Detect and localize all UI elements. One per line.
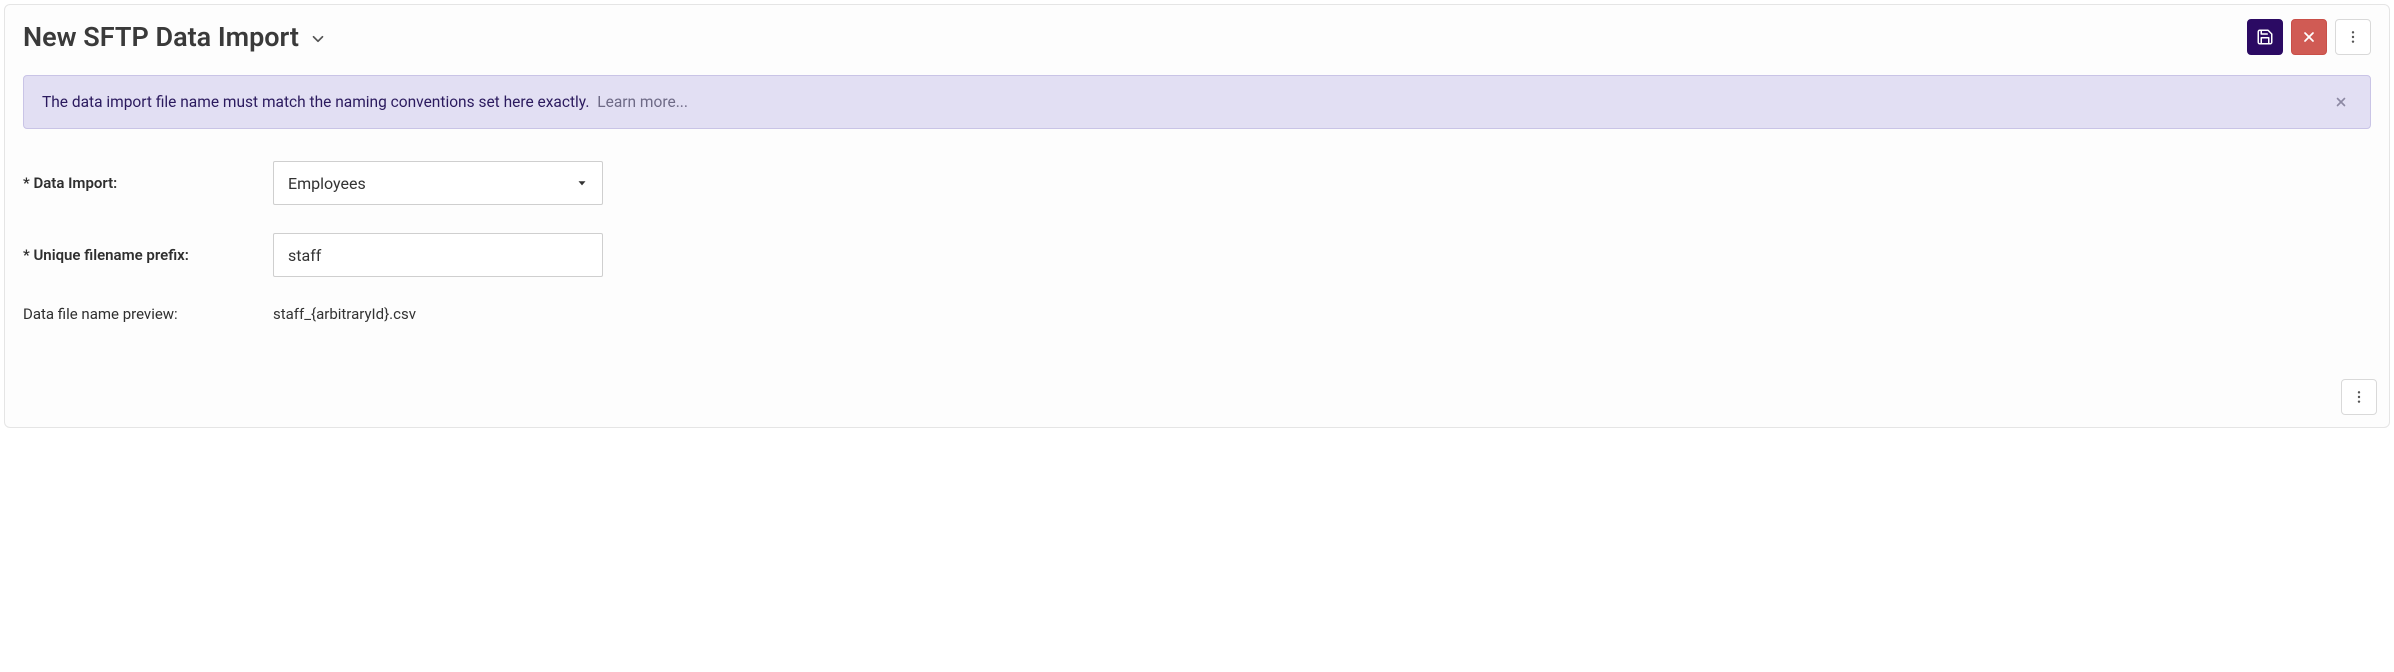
data-import-label: * Data Import: <box>23 174 273 192</box>
prefix-input[interactable] <box>273 233 603 277</box>
cancel-button[interactable] <box>2291 19 2327 55</box>
save-button[interactable] <box>2247 19 2283 55</box>
page-title: New SFTP Data Import <box>23 21 299 53</box>
chevron-down-icon <box>309 30 327 48</box>
title-dropdown[interactable]: New SFTP Data Import <box>23 21 327 53</box>
close-icon <box>2301 29 2317 45</box>
prefix-row: * Unique filename prefix: <box>23 233 2371 277</box>
prefix-label: * Unique filename prefix: <box>23 246 273 264</box>
bottom-more-menu-button[interactable] <box>2341 379 2377 415</box>
info-banner-message: The data import file name must match the… <box>42 93 589 111</box>
more-menu-button[interactable] <box>2335 19 2371 55</box>
save-icon <box>2256 28 2274 46</box>
info-banner-content: The data import file name must match the… <box>42 93 688 111</box>
learn-more-link[interactable]: Learn more... <box>597 93 688 111</box>
preview-label: Data file name preview: <box>23 305 273 323</box>
close-icon <box>2334 95 2348 109</box>
data-import-select[interactable]: Employees <box>273 161 603 205</box>
header-actions <box>2247 19 2371 55</box>
bottom-actions <box>2341 379 2377 415</box>
sftp-import-panel: New SFTP Data Import <box>4 4 2390 428</box>
data-import-selected-value: Employees <box>273 161 603 205</box>
preview-value: staff_{arbitraryId}.csv <box>273 305 416 323</box>
form-region: * Data Import: Employees * Unique filena… <box>5 129 2389 341</box>
kebab-icon <box>2345 29 2361 45</box>
data-import-row: * Data Import: Employees <box>23 161 2371 205</box>
preview-row: Data file name preview: staff_{arbitrary… <box>23 305 2371 323</box>
info-banner: The data import file name must match the… <box>23 75 2371 129</box>
banner-close-button[interactable] <box>2330 92 2352 112</box>
panel-header: New SFTP Data Import <box>5 5 2389 63</box>
kebab-icon <box>2351 389 2367 405</box>
